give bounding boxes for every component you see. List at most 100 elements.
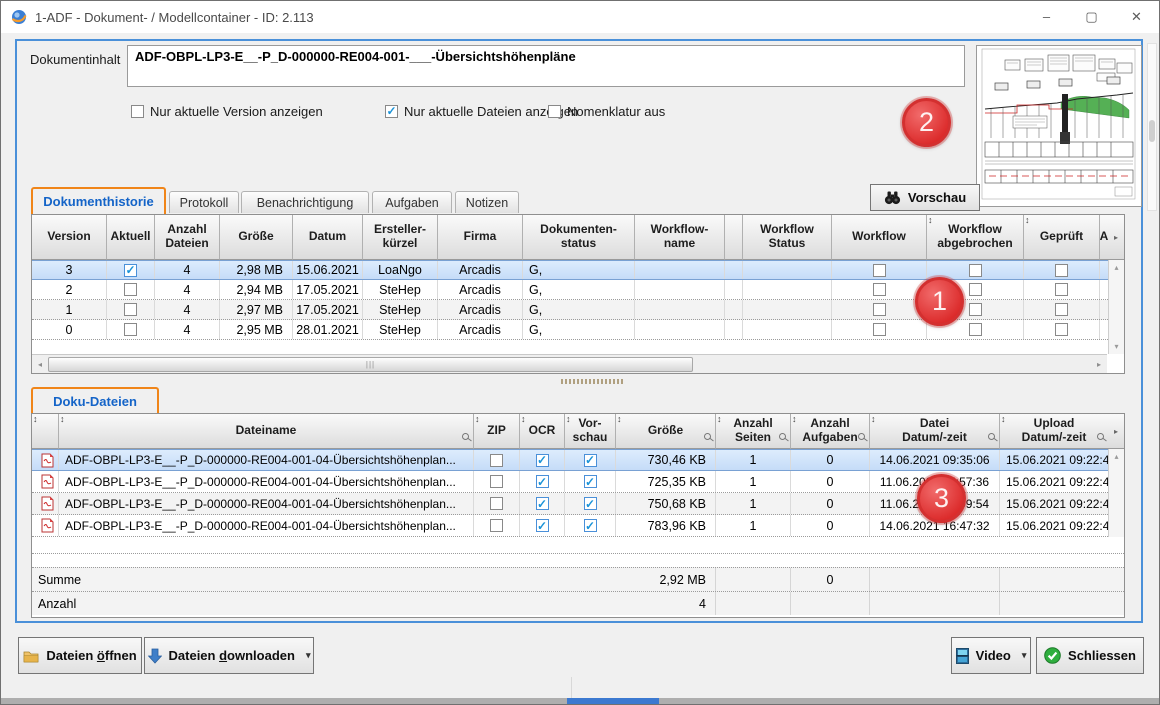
tab-dokumenthistorie[interactable]: Dokumenthistorie (31, 187, 166, 214)
geprueft-checkbox[interactable] (1055, 303, 1068, 316)
ocr-checkbox[interactable]: ✓ (535, 518, 549, 533)
zip-checkbox[interactable] (490, 475, 503, 488)
abgebrochen-checkbox[interactable] (968, 303, 982, 316)
zip-checkbox[interactable] (490, 497, 503, 510)
filter-icon[interactable] (858, 433, 865, 440)
col-upload-datum[interactable]: ↕ Upload Datum/-zeit (1000, 414, 1108, 449)
col-dateiname[interactable]: ↕ Dateiname (59, 414, 474, 449)
workflow-checkbox[interactable] (872, 323, 886, 336)
vorschau-checkbox[interactable]: ✓ (583, 518, 597, 533)
col-vorschau[interactable]: ↕ Vor- schau (565, 414, 616, 449)
col-erstellerkuerzel[interactable]: Ersteller- kürzel (363, 215, 438, 260)
col-anzahl-dateien[interactable]: Anzahl Dateien (155, 215, 220, 260)
files-header-overflow[interactable]: ▸ (1108, 414, 1124, 449)
tab-doku-dateien[interactable]: Doku-Dateien (31, 387, 159, 414)
workflow-checkbox[interactable] (872, 283, 886, 296)
col-workflow[interactable]: Workflow (832, 215, 927, 260)
workflow-checkbox[interactable] (872, 263, 886, 277)
col-a-cut[interactable]: A (1100, 215, 1108, 260)
scroll-left-icon[interactable]: ◂ (37, 359, 42, 369)
history-row-3[interactable]: 3 ✓ 4 2,98 MB 15.06.2021 LoaNgo Arcadis … (32, 260, 1108, 280)
zip-checkbox[interactable] (490, 453, 503, 467)
filter-version[interactable]: Nur aktuelle Version anzeigen (131, 103, 323, 119)
close-button[interactable]: ✕ (1131, 8, 1142, 24)
filter-dateien[interactable]: ✓ Nur aktuelle Dateien anzeigen (385, 103, 578, 119)
maximize-button[interactable]: ▢ (1085, 8, 1098, 24)
file-row[interactable]: ADF-OBPL-LP3-E__-P_D-000000-RE004-001-04… (32, 449, 1108, 471)
col-ocr[interactable]: ↕ OCR (520, 414, 565, 449)
zip-checkbox[interactable] (490, 519, 503, 532)
history-header-overflow[interactable]: ▸ (1108, 215, 1124, 260)
geprueft-checkbox[interactable] (1055, 263, 1068, 277)
filter-nomenklatur-checkbox[interactable] (548, 104, 561, 118)
tab-benachrichtigung[interactable]: Benachrichtigung (241, 191, 369, 213)
scroll-down-icon[interactable]: ▾ (1114, 342, 1119, 351)
tab-notizen[interactable]: Notizen (455, 191, 519, 213)
col-file-icon[interactable]: ↕ (32, 414, 59, 449)
ocr-checkbox[interactable]: ✓ (535, 453, 549, 467)
filter-icon[interactable] (462, 433, 469, 440)
preview-scrollbar-thumb[interactable] (1149, 120, 1155, 142)
aktuell-checkbox[interactable] (124, 323, 137, 336)
col-anzahl-seiten[interactable]: ↕ Anzahl Seiten (716, 414, 791, 449)
history-row-1[interactable]: 1 4 2,97 MB 17.05.2021 SteHep Arcadis G, (32, 300, 1108, 320)
geprueft-checkbox[interactable] (1055, 283, 1068, 296)
col-anzahl-aufgaben[interactable]: ↕ Anzahl Aufgaben (791, 414, 870, 449)
geprueft-checkbox[interactable] (1055, 323, 1068, 336)
filter-icon[interactable] (1097, 433, 1104, 440)
preview-scrollbar[interactable] (1147, 43, 1157, 211)
col-workflow-abgebrochen[interactable]: ↕ Workflow abgebrochen (927, 215, 1024, 260)
filter-dateien-checkbox[interactable]: ✓ (385, 104, 398, 118)
col-zip[interactable]: ↕ ZIP (474, 414, 520, 449)
dropdown-caret-icon[interactable]: ▾ (305, 650, 311, 660)
scroll-up-icon[interactable]: ▴ (1114, 263, 1119, 272)
scroll-right-icon[interactable]: ▸ (1096, 359, 1101, 369)
dateien-oeffnen-button[interactable]: Dateien öffnen (18, 637, 142, 674)
aktuell-checkbox[interactable] (124, 283, 137, 296)
col-version[interactable]: Version (32, 215, 107, 260)
file-row[interactable]: ADF-OBPL-LP3-E__-P_D-000000-RE004-001-04… (32, 515, 1108, 537)
filter-icon[interactable] (779, 433, 786, 440)
video-button[interactable]: Video ▾ (951, 637, 1031, 674)
minimize-button[interactable]: – (1042, 9, 1051, 24)
col-firma[interactable]: Firma (438, 215, 523, 260)
vorschau-checkbox[interactable]: ✓ (583, 496, 597, 511)
col-dokumentenstatus[interactable]: Dokumenten- status (523, 215, 635, 260)
history-vscrollbar[interactable]: ▴ ▾ (1108, 260, 1124, 354)
scroll-up-icon[interactable]: ▴ (1114, 452, 1119, 461)
col-aktuell[interactable]: Aktuell (107, 215, 155, 260)
tab-protokoll[interactable]: Protokoll (169, 191, 239, 213)
preview-thumbnail[interactable] (976, 45, 1142, 207)
col-workflowname[interactable]: Workflow- name (635, 215, 725, 260)
tab-aufgaben[interactable]: Aufgaben (372, 191, 452, 213)
abgebrochen-checkbox[interactable] (968, 323, 982, 336)
dokumentinhalt-field[interactable]: ADF-OBPL-LP3-E__-P_D-000000-RE004-001-__… (127, 45, 965, 87)
workflow-checkbox[interactable] (872, 303, 886, 316)
filter-version-checkbox[interactable] (131, 104, 144, 118)
files-vscrollbar[interactable]: ▴ (1108, 449, 1124, 537)
vorschau-checkbox[interactable]: ✓ (583, 474, 597, 489)
col-workflow-status[interactable]: Workflow Status (743, 215, 832, 260)
ocr-checkbox[interactable]: ✓ (535, 474, 549, 489)
abgebrochen-checkbox[interactable] (968, 263, 982, 277)
vorschau-checkbox[interactable]: ✓ (583, 453, 597, 467)
col-geprueft[interactable]: ↕ Geprüft (1024, 215, 1100, 260)
filter-nomenklatur[interactable]: Nomenklatur aus (548, 103, 665, 119)
col-groesse[interactable]: Größe (220, 215, 293, 260)
schliessen-button[interactable]: Schliessen (1036, 637, 1144, 674)
history-hscroll-thumb[interactable]: ||| (48, 356, 693, 372)
filter-icon[interactable] (988, 433, 995, 440)
col-file-groesse[interactable]: ↕ Größe (616, 414, 716, 449)
col-datum[interactable]: Datum (293, 215, 363, 260)
col-datei-datum[interactable]: ↕ Datei Datum/-zeit (870, 414, 1000, 449)
splitter-handle[interactable] (561, 379, 623, 384)
history-row-2[interactable]: 2 4 2,94 MB 17.05.2021 SteHep Arcadis G, (32, 280, 1108, 300)
history-hscrollbar[interactable]: ◂ ||| ▸ (32, 354, 1107, 373)
history-row-0[interactable]: 0 4 2,95 MB 28.01.2021 SteHep Arcadis G, (32, 320, 1108, 340)
ocr-checkbox[interactable]: ✓ (535, 496, 549, 511)
vorschau-button[interactable]: Vorschau (870, 184, 980, 211)
dateien-downloaden-button[interactable]: Dateien downloaden ▾ (144, 637, 314, 674)
abgebrochen-checkbox[interactable] (968, 283, 982, 296)
aktuell-checkbox[interactable] (124, 303, 137, 316)
aktuell-checkbox[interactable]: ✓ (124, 263, 137, 277)
